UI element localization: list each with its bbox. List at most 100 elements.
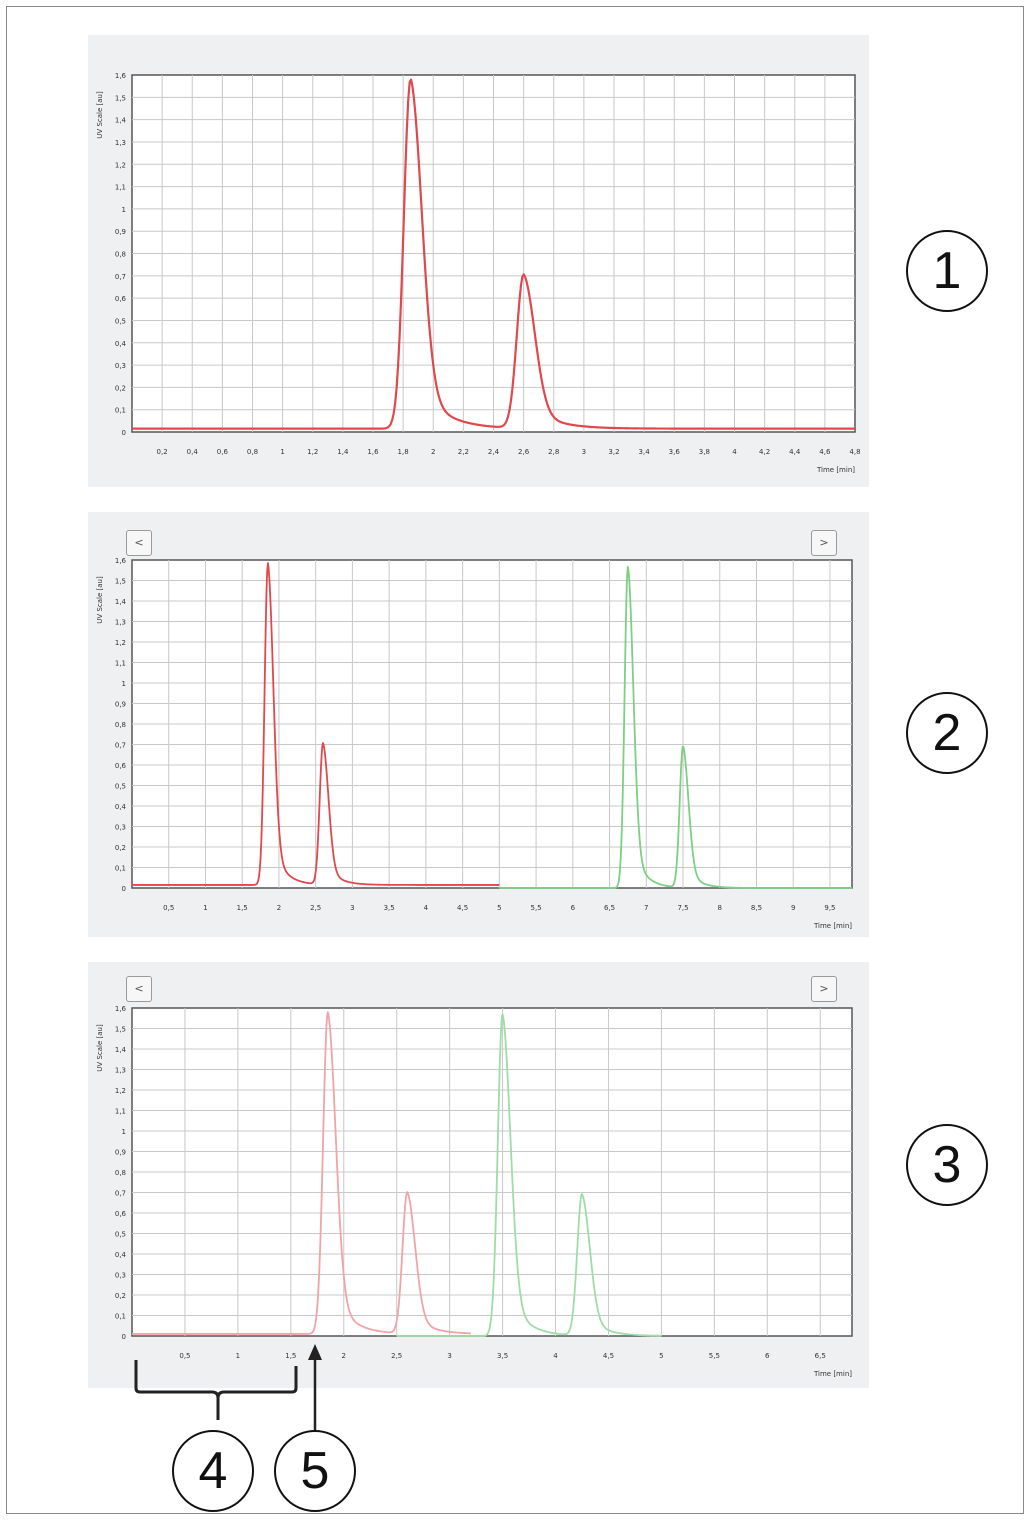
x-tick-label: 4,6: [819, 448, 831, 456]
x-tick-label: 4,8: [849, 448, 860, 456]
callout-1: 1: [906, 230, 988, 312]
y-tick-label: 1,1: [115, 660, 126, 668]
x-tick-label: 2,5: [310, 904, 321, 912]
y-tick-label: 0: [122, 429, 126, 437]
figure-frame: [6, 6, 1024, 1514]
y-tick-label: 1,2: [115, 161, 126, 169]
y-axis-label: UV Scale [au]: [96, 91, 104, 139]
y-tick-label: 1: [122, 1128, 126, 1136]
y-tick-label: 0,4: [115, 340, 127, 348]
x-tick-label: 7: [644, 904, 648, 912]
x-tick-label: 3,5: [497, 1352, 508, 1360]
y-tick-label: 1,5: [115, 94, 126, 102]
y-tick-label: 1,6: [115, 557, 127, 565]
x-tick-label: 9,5: [824, 904, 835, 912]
y-tick-label: 0,6: [115, 295, 127, 303]
x-tick-label: 2: [342, 1352, 346, 1360]
y-axis-label: UV Scale [au]: [96, 576, 104, 624]
x-tick-label: 5,5: [531, 904, 542, 912]
y-tick-label: 0,5: [115, 783, 126, 791]
x-tick-label: 2,6: [518, 448, 530, 456]
x-tick-label: 2,8: [548, 448, 559, 456]
y-tick-label: 1,2: [115, 1087, 126, 1095]
chart-1: 0 0,1 0,2 0,3 0,4 0,5 0,6 0,7 0,8 0,9 1 1,1 1,2 1,3 1,…: [96, 72, 861, 474]
series-line-1: [131, 562, 500, 886]
y-tick-label: 0,1: [115, 865, 126, 873]
y-tick-label: 1,5: [115, 578, 126, 586]
bracket-4: [134, 1360, 298, 1420]
x-tick-label: 4,4: [789, 448, 801, 456]
x-tick-label: 4: [732, 448, 737, 456]
y-tick-label: 0,2: [115, 844, 126, 852]
y-tick-label: 0: [122, 885, 126, 893]
x-tick-label: 4: [553, 1352, 558, 1360]
y-tick-label: 1,4: [115, 598, 127, 606]
x-tick-label: 1: [236, 1352, 240, 1360]
x-tick-label: 3: [582, 448, 586, 456]
y-tick-label: 0,9: [115, 701, 126, 709]
series-line-1: [131, 1011, 472, 1335]
series-line-1: [132, 78, 855, 430]
chart-3: 0 0,1 0,2 0,3 0,4 0,5 0,6 0,7 0,8 0,9 1 1,1 1,2 1,3 1,…: [96, 1005, 853, 1378]
x-tick-label: 4,5: [603, 1352, 614, 1360]
y-tick-label: 0,5: [115, 317, 126, 325]
callout-4: 4: [172, 1430, 254, 1512]
x-tick-label: 0,8: [247, 448, 258, 456]
x-tick-label: 1: [280, 448, 284, 456]
callout-5: 5: [274, 1430, 356, 1512]
callout-2: 2: [906, 692, 988, 774]
scroll-right-button[interactable]: >: [811, 530, 837, 556]
y-tick-label: 1,4: [115, 1046, 127, 1054]
y-tick-label: 1,3: [115, 619, 126, 627]
x-tick-label: 2,2: [458, 448, 469, 456]
y-tick-label: 0,4: [115, 803, 127, 811]
y-tick-label: 1,3: [115, 1067, 126, 1075]
x-tick-label: 6: [571, 904, 576, 912]
y-tick-label: 1,2: [115, 639, 126, 647]
y-tick-label: 1,4: [115, 117, 127, 125]
x-tick-label: 1,6: [367, 448, 379, 456]
y-tick-label: 0,8: [115, 251, 126, 259]
x-axis-label: Time [min]: [816, 466, 855, 474]
scroll-right-button[interactable]: >: [811, 976, 837, 1002]
y-tick-label: 1,6: [115, 72, 127, 80]
y-tick-label: 0,3: [115, 1272, 126, 1280]
y-tick-label: 0,7: [115, 273, 126, 281]
x-tick-label: 0,5: [179, 1352, 190, 1360]
x-tick-label: 8,5: [751, 904, 762, 912]
y-tick-label: 0,5: [115, 1231, 126, 1239]
x-tick-label: 1,5: [285, 1352, 296, 1360]
scroll-left-button[interactable]: <: [126, 976, 152, 1002]
y-tick-label: 0,3: [115, 824, 126, 832]
chart-panel-2: 0 0,1 0,2 0,3 0,4 0,5 0,6 0,7 0,8 0,9 1 1,1 1,2 1,3 1,…: [88, 512, 869, 937]
x-tick-label: 4,5: [457, 904, 468, 912]
y-tick-label: 0,2: [115, 1292, 126, 1300]
y-tick-label: 0,3: [115, 362, 126, 370]
x-tick-label: 6,5: [815, 1352, 826, 1360]
x-tick-label: 2: [431, 448, 435, 456]
y-tick-label: 0,8: [115, 721, 126, 729]
y-tick-label: 1,6: [115, 1005, 127, 1013]
y-tick-label: 0,6: [115, 1210, 127, 1218]
y-tick-label: 0,1: [115, 407, 126, 415]
x-tick-label: 3,6: [669, 448, 681, 456]
y-tick-label: 0,4: [115, 1251, 127, 1259]
y-tick-label: 0,7: [115, 742, 126, 750]
x-tick-label: 3,2: [608, 448, 619, 456]
scroll-left-button[interactable]: <: [126, 530, 152, 556]
x-axis-label: Time [min]: [813, 922, 852, 930]
x-tick-label: 6: [765, 1352, 770, 1360]
y-tick-label: 0: [122, 1333, 126, 1341]
arrow-5-head: [308, 1344, 322, 1360]
x-tick-label: 4,2: [759, 448, 770, 456]
callout-3: 3: [906, 1124, 988, 1206]
x-tick-label: 8: [718, 904, 722, 912]
y-tick-label: 1: [122, 680, 126, 688]
x-tick-label: 7,5: [677, 904, 688, 912]
y-tick-label: 1: [122, 206, 126, 214]
x-tick-label: 0,4: [187, 448, 199, 456]
y-tick-label: 0,7: [115, 1190, 126, 1198]
x-tick-label: 5: [659, 1352, 663, 1360]
x-tick-label: 1: [203, 904, 207, 912]
